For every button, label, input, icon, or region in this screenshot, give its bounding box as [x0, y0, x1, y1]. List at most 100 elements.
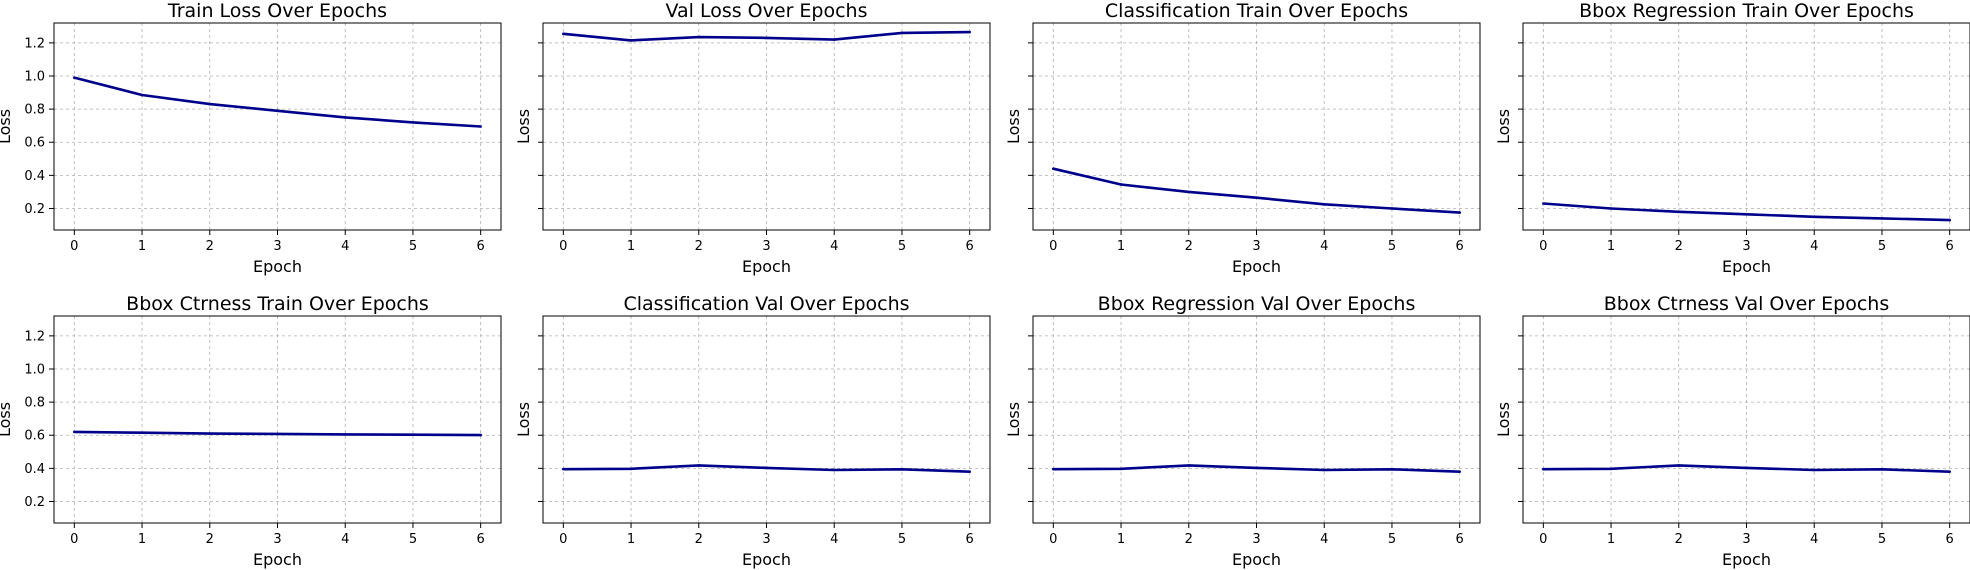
- x-tick-label: 2: [206, 532, 214, 547]
- x-axis-label: Epoch: [253, 257, 302, 276]
- data-point: [1322, 468, 1326, 472]
- y-axis-label: Loss: [1004, 109, 1023, 144]
- data-point: [208, 432, 212, 435]
- x-tick-label: 3: [273, 532, 281, 547]
- x-tick-label: 6: [1456, 532, 1464, 547]
- subplot-2: 0 1 2 3 4 5 6 Val Loss Over Epochs Epoch Loss: [514, 0, 991, 276]
- data-point: [276, 432, 279, 436]
- x-axis-label: Epoch: [1722, 257, 1771, 276]
- data-point: [1745, 212, 1748, 216]
- y-tick-label: 1.2: [24, 36, 45, 51]
- subplot-8: 0 1 2 3 4 5 6 Bbox Ctrness Val Over Epochs Epoch…: [1494, 293, 1970, 569]
- data-point: [1187, 464, 1191, 467]
- y-tick-label: 0.2: [24, 495, 45, 510]
- x-tick-label: 4: [1810, 532, 1818, 547]
- data-point: [479, 125, 482, 128]
- y-tick-label: 0.6: [24, 136, 45, 151]
- x-tick-label: 3: [1742, 532, 1750, 547]
- subplot-title: Bbox Regression Val Over Epochs: [1098, 293, 1416, 315]
- x-tick-label: 3: [1742, 239, 1750, 254]
- x-tick-label: 1: [627, 532, 635, 547]
- data-point: [411, 121, 415, 124]
- subplot-7: 0 1 2 3 4 5 6 Bbox Regression Val Over Epochs Ep…: [1004, 293, 1481, 569]
- data-point: [1948, 470, 1951, 473]
- x-tick-label: 6: [966, 239, 974, 254]
- y-tick-label: 0.2: [24, 202, 45, 217]
- data-point: [1187, 190, 1191, 194]
- data-point: [968, 470, 971, 473]
- x-tick-label: 6: [1456, 239, 1464, 254]
- x-tick-label: 0: [1539, 239, 1547, 254]
- y-tick-label: 0.4: [24, 462, 45, 477]
- x-axis-label: Epoch: [742, 550, 791, 569]
- data-point: [1390, 468, 1394, 471]
- data-point: [140, 93, 144, 97]
- data-point: [562, 467, 565, 471]
- data-point: [1052, 467, 1055, 471]
- data-point: [832, 468, 836, 472]
- subplot-title: Train Loss Over Epochs: [167, 0, 387, 22]
- x-tick-label: 6: [1946, 239, 1954, 254]
- data-point: [1880, 217, 1884, 220]
- x-tick-label: 0: [1049, 239, 1057, 254]
- data-point: [411, 433, 415, 437]
- x-tick-label: 1: [1117, 239, 1125, 254]
- subplot-4: 0 1 2 3 4 5 6 Bbox Regression Train Over Epochs…: [1494, 0, 1970, 276]
- data-point: [1052, 167, 1055, 171]
- y-axis-label: Loss: [1004, 402, 1023, 437]
- x-tick-label: 0: [70, 532, 78, 547]
- data-point: [765, 36, 768, 40]
- y-axis-label: Loss: [1494, 109, 1513, 144]
- x-tick-label: 1: [627, 239, 635, 254]
- data-point: [1948, 218, 1951, 222]
- data-point: [276, 109, 279, 113]
- subplot-5: 0 1 2 3 4 5 6 0.2 0.4 0.6 0.8 1.0 1.2 Bbox Ctrness Tr…: [0, 293, 502, 569]
- x-tick-label: 1: [1117, 532, 1125, 547]
- x-axis-label: Epoch: [742, 257, 791, 276]
- x-tick-label: 1: [1607, 532, 1615, 547]
- y-axis-label: Loss: [0, 402, 14, 437]
- data-point: [900, 468, 904, 471]
- x-tick-label: 3: [762, 239, 770, 254]
- x-tick-label: 4: [830, 532, 838, 547]
- data-point: [832, 38, 836, 41]
- x-tick-label: 2: [1675, 239, 1683, 254]
- x-tick-label: 2: [695, 239, 703, 254]
- data-point: [1255, 196, 1258, 200]
- x-tick-label: 5: [1878, 532, 1886, 547]
- data-point: [1745, 466, 1748, 470]
- x-tick-label: 0: [1049, 532, 1057, 547]
- x-tick-label: 2: [695, 532, 703, 547]
- x-tick-label: 0: [1539, 532, 1547, 547]
- data-point: [1812, 468, 1816, 472]
- x-tick-label: 4: [341, 532, 349, 547]
- x-tick-label: 6: [477, 532, 485, 547]
- data-point: [479, 433, 482, 437]
- data-point: [1677, 464, 1681, 467]
- data-point: [343, 116, 347, 119]
- x-tick-label: 2: [206, 239, 214, 254]
- subplot-title: Classification Val Over Epochs: [623, 293, 909, 315]
- x-tick-label: 0: [559, 239, 567, 254]
- x-tick-label: 1: [1607, 239, 1615, 254]
- data-point: [1677, 210, 1681, 214]
- data-point: [629, 39, 633, 42]
- x-tick-label: 3: [762, 532, 770, 547]
- data-point: [1119, 183, 1123, 186]
- subplot-title: Classification Train Over Epochs: [1105, 0, 1408, 22]
- subplot-title: Bbox Ctrness Train Over Epochs: [126, 293, 429, 315]
- data-point: [1322, 203, 1326, 206]
- x-tick-label: 0: [559, 532, 567, 547]
- x-tick-label: 5: [409, 532, 417, 547]
- subplot-6: 0 1 2 3 4 5 6 Classification Val Over Epochs Epo…: [514, 293, 991, 569]
- subplot-title: Val Loss Over Epochs: [665, 0, 867, 22]
- x-tick-label: 6: [1946, 532, 1954, 547]
- data-point: [73, 76, 76, 79]
- x-tick-label: 4: [1320, 532, 1328, 547]
- data-point: [968, 30, 971, 34]
- subplot-3: 0 1 2 3 4 5 6 Classification Train Over Epochs E…: [1004, 0, 1481, 276]
- y-axis-label: Loss: [514, 109, 533, 144]
- x-tick-label: 2: [1675, 532, 1683, 547]
- data-point: [1880, 468, 1884, 471]
